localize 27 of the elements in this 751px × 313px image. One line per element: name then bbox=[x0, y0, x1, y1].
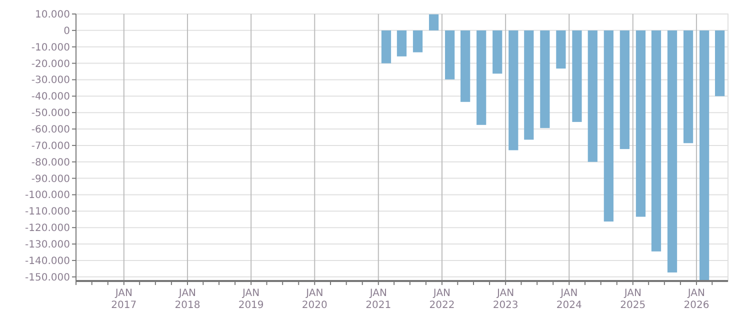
x-tick-label: JAN 2023 bbox=[492, 288, 518, 311]
x-tick-label: JAN 2021 bbox=[366, 288, 392, 311]
y-tick-label: -70.000 bbox=[31, 140, 70, 152]
x-tick-label: JAN 2020 bbox=[302, 288, 328, 311]
x-tick-label: JAN 2022 bbox=[429, 288, 455, 311]
y-tick-label: -140.000 bbox=[25, 256, 70, 267]
y-tick-label: -150.000 bbox=[25, 272, 70, 284]
y-tick-label: -120.000 bbox=[25, 223, 70, 234]
x-tick-label: JAN 2026 bbox=[684, 288, 710, 311]
y-tick-label: 10.000 bbox=[35, 10, 70, 20]
y-tick-label: -20.000 bbox=[31, 58, 70, 70]
x-tick-label: JAN 2017 bbox=[111, 288, 137, 311]
x-tick-label: JAN 2024 bbox=[556, 288, 582, 311]
y-tick-label: -30.000 bbox=[31, 75, 70, 86]
y-tick-label: -100.000 bbox=[25, 190, 70, 202]
y-tick-label: -130.000 bbox=[25, 240, 70, 251]
y-tick-label: -60.000 bbox=[31, 124, 70, 136]
x-tick-label: JAN 2019 bbox=[238, 288, 264, 311]
y-tick-label: -80.000 bbox=[31, 157, 70, 168]
y-tick-label: -110.000 bbox=[25, 206, 70, 218]
y-tick-label: -40.000 bbox=[31, 92, 70, 103]
y-tick-label: 0 bbox=[64, 26, 70, 37]
y-tick-label: -10.000 bbox=[31, 42, 70, 54]
x-tick-label: JAN 2018 bbox=[174, 288, 200, 311]
y-tick-label: -50.000 bbox=[31, 108, 70, 120]
x-tick-label: JAN 2025 bbox=[620, 288, 646, 311]
y-tick-label: -90.000 bbox=[31, 174, 70, 185]
